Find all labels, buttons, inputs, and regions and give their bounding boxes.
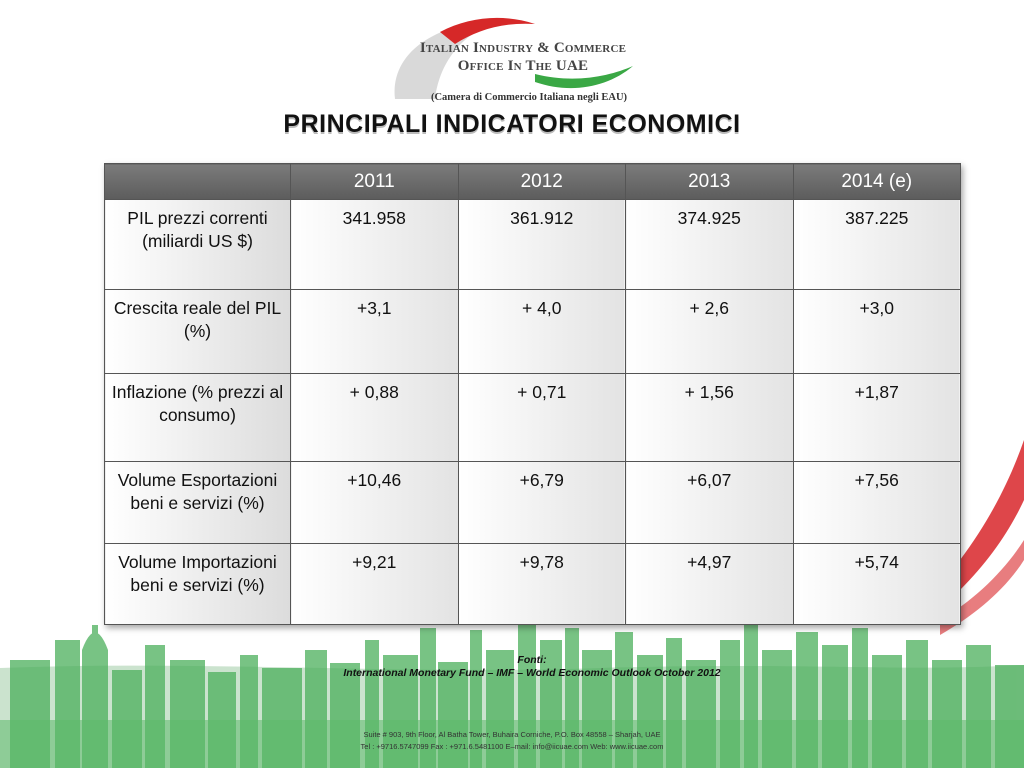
table-cell: 387.225 [792,198,961,291]
header-cell: 2014 (e) [792,163,961,200]
table-cell: +5,74 [792,542,961,626]
indicators-table: 2011 2012 2013 2014 (e) PIL prezzi corre… [104,163,961,626]
table-cell: 361.912 [457,198,626,291]
table-cell: + 0,71 [457,373,626,462]
header-cell: 2013 [625,163,794,200]
header-cell: 2011 [290,163,459,200]
row-label: Crescita reale del PIL (%) [104,289,291,375]
table-row: PIL prezzi correnti (miliardi US $) 341.… [104,198,961,291]
table-cell: +3,1 [290,289,459,375]
table-cell: +1,87 [792,373,961,462]
table-row: Volume Esportazioni beni e servizi (%) +… [104,460,961,544]
row-label: Volume Esportazioni beni e servizi (%) [104,460,291,544]
table-cell: +4,97 [625,542,794,626]
sources-note: Fonti: International Monetary Fund – IMF… [0,654,1024,680]
footer-contacts: Tel : +9716.5747099 Fax : +971.6.5481100… [360,742,664,751]
table-row: Crescita reale del PIL (%) +3,1 + 4,0 + … [104,289,961,375]
table-cell: +6,07 [625,460,794,544]
sources-label: Fonti: [517,654,547,666]
logo-line-2: Office In The UAE [457,58,589,74]
table-cell: 341.958 [290,198,459,291]
table-cell: +7,56 [792,460,961,544]
table-cell: +6,79 [457,460,626,544]
header-cell: 2012 [457,163,626,200]
logo-swoosh-icon [394,17,633,99]
page-title: PRINCIPALI INDICATORI ECONOMICI [283,110,741,138]
table-cell: +10,46 [290,460,459,544]
table-cell: + 1,56 [625,373,794,462]
row-label: Inflazione (% prezzi al consumo) [104,373,291,462]
table-cell: 374.925 [625,198,794,291]
header-cell [104,163,291,200]
logo-subtitle: (Camera di Commercio Italiana negli EAU) [430,92,628,103]
row-label: Volume Importazioni beni e servizi (%) [104,542,291,626]
table-row: Volume Importazioni beni e servizi (%) +… [104,542,961,626]
table-cell: +9,21 [290,542,459,626]
table-header-row: 2011 2012 2013 2014 (e) [104,163,961,200]
table-cell: + 4,0 [457,289,626,375]
table-cell: + 2,6 [625,289,794,375]
row-label: PIL prezzi correnti (miliardi US $) [104,198,291,291]
logo-line-1: Italian Industry & Commerce [419,40,627,56]
logo: Italian Industry & Commerce Office In Th… [385,14,645,106]
footer-address: Suite # 903, 9th Floor, Al Batha Tower, … [363,730,661,739]
table-row: Inflazione (% prezzi al consumo) + 0,88 … [104,373,961,462]
table-cell: +3,0 [792,289,961,375]
table-cell: +9,78 [457,542,626,626]
table-cell: + 0,88 [290,373,459,462]
sources-text: International Monetary Fund – IMF – Worl… [343,667,721,679]
